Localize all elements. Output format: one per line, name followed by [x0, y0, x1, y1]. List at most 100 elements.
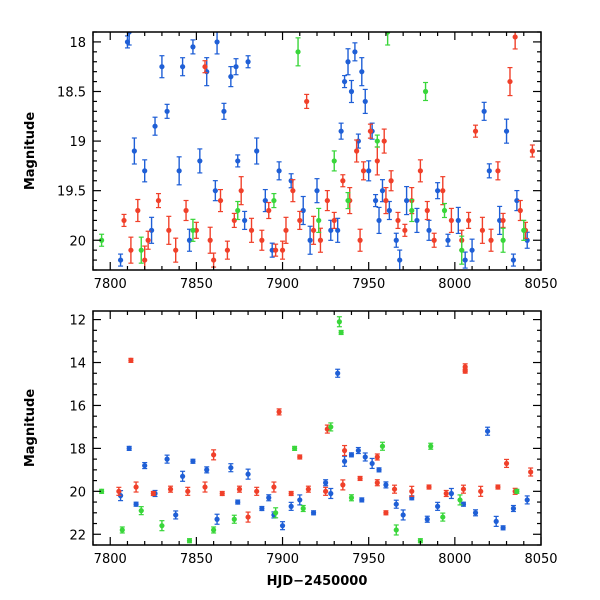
data-point-blue — [126, 445, 132, 451]
y-axis-title: Magnitude — [23, 389, 38, 468]
data-point-blue — [214, 39, 220, 45]
y-tick-label: 19 — [69, 135, 86, 150]
data-point-green — [417, 538, 423, 544]
data-point-blue — [164, 456, 170, 462]
data-point-blue — [486, 168, 492, 174]
data-point-green — [273, 510, 279, 516]
data-point-blue — [376, 467, 382, 473]
data-point-red — [495, 484, 501, 490]
data-point-blue — [348, 88, 355, 95]
data-point-red — [507, 78, 513, 85]
data-point-blue — [297, 497, 303, 503]
data-point-green — [231, 516, 237, 522]
data-point-blue — [288, 503, 294, 509]
data-point-red — [528, 469, 534, 475]
data-point-blue — [254, 148, 260, 154]
data-point-red — [460, 486, 467, 492]
data-point-red — [395, 217, 401, 224]
data-point-blue — [190, 458, 196, 464]
data-point-blue — [204, 467, 210, 473]
data-point-red — [133, 484, 139, 490]
data-point-blue — [180, 64, 186, 70]
data-point-red — [466, 217, 472, 224]
data-point-blue — [393, 237, 399, 243]
data-point-blue — [366, 168, 372, 174]
data-point-green — [441, 207, 448, 214]
data-point-red — [357, 237, 363, 243]
data-point-blue — [279, 523, 286, 529]
data-point-blue — [159, 64, 165, 70]
data-point-blue — [242, 217, 248, 224]
data-point-blue — [524, 237, 530, 243]
data-point-red — [155, 197, 162, 204]
data-point-red — [340, 178, 346, 184]
data-point-blue — [445, 237, 451, 243]
data-point-red — [211, 257, 217, 263]
data-point-green — [336, 319, 342, 325]
data-point-green — [159, 523, 165, 529]
data-point-red — [219, 490, 225, 497]
data-point-green — [338, 329, 344, 336]
data-point-red — [202, 64, 208, 70]
data-point-red — [266, 207, 272, 214]
data-point-green — [459, 247, 465, 253]
data-point-red — [259, 237, 265, 243]
data-point-blue — [197, 158, 203, 164]
data-point-green — [138, 508, 144, 514]
data-point-green — [271, 197, 277, 204]
data-point-blue — [372, 197, 379, 204]
y-tick-label: 16 — [69, 399, 86, 414]
data-point-blue — [148, 227, 155, 233]
data-point-blue — [510, 257, 517, 263]
data-layer — [99, 316, 534, 544]
data-point-green — [328, 424, 334, 430]
data-point-blue — [469, 247, 475, 253]
data-point-green — [119, 527, 125, 533]
y-tick-label: 19.5 — [57, 185, 86, 200]
data-point-blue — [472, 510, 479, 516]
y-tick-label: 20 — [69, 485, 86, 500]
data-point-blue — [369, 460, 375, 467]
data-point-red — [331, 217, 337, 224]
data-point-red — [273, 247, 279, 253]
data-point-green — [379, 443, 386, 449]
data-point-blue — [345, 59, 351, 65]
data-point-red — [381, 138, 387, 144]
data-point-blue — [186, 237, 193, 243]
y-tick-label: 18 — [69, 36, 86, 51]
data-point-blue — [307, 237, 313, 243]
x-tick-label: 8000 — [438, 552, 471, 567]
data-point-blue — [348, 452, 355, 458]
data-point-blue — [341, 78, 348, 85]
data-point-red — [238, 188, 244, 194]
data-point-red — [529, 148, 535, 154]
data-point-blue — [355, 447, 361, 454]
data-point-blue — [460, 501, 467, 507]
data-point-red — [128, 247, 134, 253]
data-point-green — [295, 49, 301, 55]
data-point-blue — [245, 59, 251, 65]
data-point-blue — [173, 512, 179, 518]
data-point-blue — [500, 525, 506, 531]
data-point-blue — [435, 188, 441, 194]
data-point-red — [116, 488, 122, 494]
data-point-red — [290, 188, 296, 194]
data-point-red — [495, 168, 501, 174]
data-point-red — [417, 168, 423, 174]
data-layer — [99, 32, 535, 270]
data-point-blue — [400, 512, 406, 518]
data-point-red — [150, 490, 156, 497]
data-point-green — [374, 138, 380, 144]
data-point-blue — [362, 454, 368, 460]
data-point-green — [186, 538, 193, 544]
data-point-blue — [314, 188, 320, 194]
y-tick-label: 18 — [69, 442, 86, 457]
data-point-red — [462, 364, 468, 370]
x-tick-label: 7950 — [352, 552, 385, 567]
data-point-red — [217, 197, 224, 204]
data-point-blue — [397, 257, 403, 263]
data-point-green — [211, 527, 217, 533]
y-tick-label: 12 — [69, 314, 86, 329]
data-point-red — [488, 237, 494, 243]
data-point-red — [472, 128, 479, 134]
